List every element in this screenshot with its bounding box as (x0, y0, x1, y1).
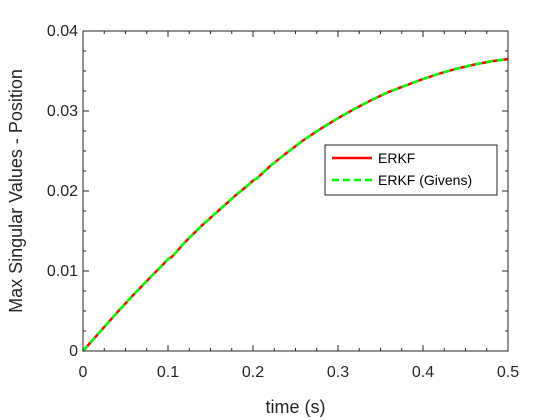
y-tick-label: 0.01 (47, 263, 78, 280)
y-tick-label: 0.03 (47, 103, 78, 120)
y-axis-label: Max Singular Values - Position (6, 69, 26, 313)
y-tick-label: 0.04 (47, 23, 78, 40)
y-tick-label: 0 (69, 343, 78, 360)
y-tick-labels: 0 0.01 0.02 0.03 0.04 (47, 23, 78, 360)
x-tick-label: 0.5 (497, 364, 519, 381)
y-tick-label: 0.02 (47, 183, 78, 200)
series-layer (82, 57, 509, 352)
x-tick-label: 0 (79, 364, 88, 381)
legend-label-erkf-givens: ERKF (Givens) (378, 172, 472, 188)
x-tick-labels: 0 0.1 0.2 0.3 0.4 0.5 (79, 364, 520, 381)
legend-label-erkf: ERKF (378, 150, 415, 166)
legend-box (324, 144, 498, 196)
legend: ERKF ERKF (Givens) (324, 144, 498, 196)
x-tick-label: 0.3 (327, 364, 349, 381)
x-axis-label: time (s) (266, 397, 326, 417)
plot-frame (82, 30, 509, 352)
series-line-erkf-givens (82, 57, 509, 352)
x-tick-label: 0.2 (242, 364, 264, 381)
x-tick-label: 0.4 (412, 364, 434, 381)
x-tick-label: 0.1 (157, 364, 179, 381)
